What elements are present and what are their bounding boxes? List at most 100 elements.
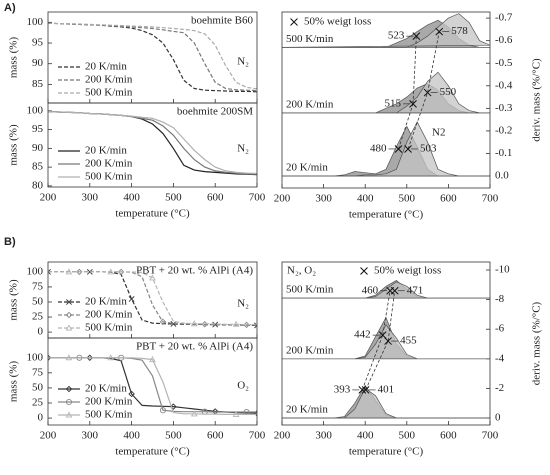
guide-line bbox=[398, 103, 414, 150]
marker-label: 515 bbox=[385, 97, 402, 109]
line bbox=[48, 357, 257, 414]
x-tick-label: 600 bbox=[207, 192, 224, 204]
y-tick-label: 25 bbox=[32, 311, 44, 323]
x-tick-label: 200 bbox=[40, 192, 57, 204]
point-marker bbox=[76, 268, 83, 276]
legend-symbol bbox=[65, 385, 73, 393]
legend-symbol bbox=[66, 299, 72, 305]
line bbox=[48, 22, 257, 93]
legend-label: 200 K/min bbox=[85, 74, 133, 86]
guide-line bbox=[365, 340, 389, 391]
y-tick-label: -0.7 bbox=[495, 12, 513, 24]
y-tick-label: 100 bbox=[27, 104, 44, 116]
y-tick-label: 85 bbox=[32, 161, 44, 173]
y-tick-label: -6 bbox=[495, 323, 505, 335]
legend-label: 20 K/min bbox=[85, 145, 127, 157]
legend-label: 50% weigt loss bbox=[304, 16, 371, 28]
y-tick-label: -10 bbox=[495, 264, 510, 276]
annotation: N₂ bbox=[237, 143, 249, 155]
marker-label: 455 bbox=[400, 335, 417, 347]
x-tick-label: 700 bbox=[482, 430, 499, 442]
y-tick-label: -4 bbox=[495, 352, 505, 364]
x-tick-label: 400 bbox=[123, 430, 140, 442]
point-marker bbox=[107, 354, 115, 361]
x-tick-label: 500 bbox=[399, 430, 416, 442]
x-tick-label: 400 bbox=[123, 192, 140, 204]
marker-label: 480 bbox=[370, 142, 387, 154]
x-tick-label: 700 bbox=[249, 430, 266, 442]
y-tick-label: 25 bbox=[32, 397, 44, 409]
area bbox=[282, 281, 490, 299]
x-tick-label: 700 bbox=[482, 193, 499, 205]
point-marker bbox=[149, 274, 156, 281]
y-tick-label: 90 bbox=[32, 57, 44, 69]
point-marker bbox=[190, 410, 198, 417]
rate-label: 20 K/min bbox=[286, 162, 328, 174]
plot-frame bbox=[281, 11, 491, 189]
rate-label: 20 K/min bbox=[286, 404, 328, 416]
marker-label: 523 bbox=[388, 30, 405, 42]
point-marker bbox=[65, 268, 73, 275]
y-tick-label: 80 bbox=[32, 179, 44, 191]
line bbox=[48, 111, 257, 175]
legend-symbol bbox=[65, 311, 73, 319]
half-loss-marker bbox=[423, 88, 432, 97]
point-marker bbox=[170, 321, 177, 327]
half-loss-marker bbox=[358, 386, 367, 394]
legend-label: 200 K/min bbox=[85, 158, 133, 170]
y-tick-label: -0.5 bbox=[495, 57, 513, 69]
marker-label: 442 bbox=[354, 329, 371, 341]
line bbox=[48, 22, 257, 92]
point-marker bbox=[48, 354, 52, 362]
legend-symbol bbox=[65, 324, 73, 331]
y-axis-label: deriv. mass (%/°C) bbox=[531, 58, 543, 142]
y-tick-label: 0 bbox=[38, 412, 44, 424]
x-tick-label: 200 bbox=[40, 430, 57, 442]
panel: 200 300 400 500 600 700 temperature (°C) 0.0 -0.… bbox=[274, 11, 543, 221]
x-tick-label: 300 bbox=[315, 430, 332, 442]
y-tick-label: -0.4 bbox=[495, 79, 513, 91]
x-tick-label: 400 bbox=[357, 193, 374, 205]
point-marker bbox=[232, 320, 240, 327]
guide-line bbox=[387, 290, 396, 342]
plot-area bbox=[48, 111, 257, 176]
half-loss-marker bbox=[394, 145, 403, 153]
legend-label: 500 K/min bbox=[85, 322, 133, 334]
legend-symbol bbox=[65, 399, 73, 405]
x-axis-label: temperature (°C) bbox=[115, 446, 190, 458]
panel: 200 300 400 500 600 700 temperature (°C) 0 -2 -4 -… bbox=[274, 261, 543, 458]
point-marker bbox=[212, 321, 219, 328]
y-tick-label: 95 bbox=[32, 123, 44, 135]
plot-area bbox=[48, 22, 257, 93]
point-marker bbox=[86, 268, 93, 275]
panel-title: boehmite 200SM bbox=[177, 106, 253, 118]
y-tick-label: -0.6 bbox=[495, 34, 513, 46]
plot-area bbox=[282, 13, 490, 177]
y-tick-label: 0 bbox=[495, 412, 501, 424]
rate-label: 200 K/min bbox=[286, 98, 334, 110]
guide-line bbox=[427, 31, 440, 93]
panel: 200 300 400 500 600 700 temperature (°C) 80 85 90… bbox=[8, 102, 266, 220]
legend-label: 500 K/min bbox=[85, 409, 133, 421]
point-marker bbox=[86, 354, 94, 362]
legend-symbol bbox=[290, 18, 298, 26]
point-marker bbox=[128, 390, 135, 398]
point-marker bbox=[117, 268, 125, 276]
marker-label: 471 bbox=[407, 284, 424, 296]
area bbox=[282, 71, 490, 114]
rate-label: 500 K/min bbox=[286, 33, 334, 45]
panel-title: PBT + 20 wt. % AlPi (A4) bbox=[136, 265, 253, 277]
x-axis-label: temperature (°C) bbox=[349, 209, 424, 221]
point-marker bbox=[159, 318, 167, 326]
marker-label: 460 bbox=[362, 284, 379, 296]
x-tick-label: 600 bbox=[440, 193, 457, 205]
y-axis-label: mass (%) bbox=[8, 37, 20, 79]
y-axis-label: deriv. mass (%/°C) bbox=[531, 301, 543, 385]
line bbox=[48, 271, 257, 326]
x-axis-label: temperature (°C) bbox=[115, 208, 190, 220]
x-tick-label: 500 bbox=[165, 192, 182, 204]
x-tick-label: 200 bbox=[274, 430, 291, 442]
half-loss-marker bbox=[412, 32, 421, 40]
